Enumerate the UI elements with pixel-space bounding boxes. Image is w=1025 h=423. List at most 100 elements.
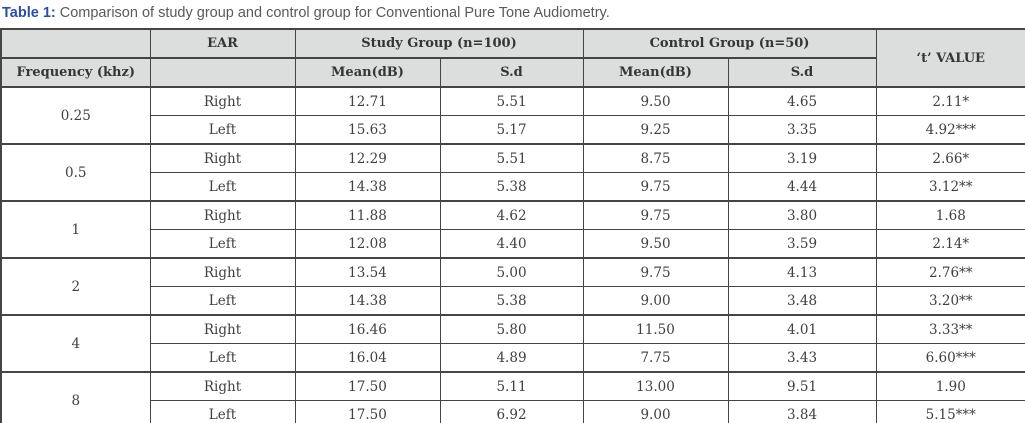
table-row: Left 15.63 5.17 9.25 3.35 4.92*** (1, 115, 1025, 145)
study-mean-cell: 12.08 (294, 229, 441, 259)
control-sd-cell: 4.65 (727, 86, 877, 116)
study-mean-cell: 14.38 (294, 286, 441, 316)
ear-cell: Right (149, 371, 296, 401)
ear-cell: Right (149, 314, 296, 344)
study-mean-cell: 16.04 (294, 343, 441, 373)
t-value-cell: 2.11* (875, 86, 1025, 116)
header-study-group: Study Group (n=100) (294, 28, 584, 59)
header-study-sd: S.d (439, 57, 584, 88)
study-mean-cell: 14.38 (294, 172, 441, 202)
control-mean-cell: 9.00 (582, 400, 729, 423)
table-caption-text: Comparison of study group and control gr… (59, 5, 610, 21)
header-t-value: ‘t’ VALUE (875, 28, 1025, 88)
header-frequency: Frequency (khz) (0, 57, 151, 88)
control-mean-cell: 9.50 (582, 86, 729, 116)
t-value-cell: 2.14* (875, 229, 1025, 259)
t-value-cell: 5.15*** (875, 400, 1025, 423)
header-empty-cell (0, 28, 151, 59)
study-mean-cell: 17.50 (294, 371, 441, 401)
study-sd-cell: 5.00 (439, 257, 584, 287)
table-row: 4 Right 16.46 5.80 11.50 4.01 3.33** (0, 314, 1025, 373)
study-mean-cell: 15.63 (294, 115, 441, 145)
table-row: 0.5 Right 12.29 5.51 8.75 3.19 2.66* (0, 143, 1025, 202)
control-mean-cell: 7.75 (582, 343, 729, 373)
control-sd-cell: 9.51 (727, 371, 877, 401)
table-row: 1 Right 11.88 4.62 9.75 3.80 1.68 (0, 200, 1025, 259)
table-row: Left 12.08 4.40 9.50 3.59 2.14* (1, 229, 1025, 259)
study-mean-cell: 16.46 (294, 314, 441, 344)
ear-cell: Right (149, 86, 296, 116)
control-mean-cell: 11.50 (582, 314, 729, 344)
control-sd-cell: 3.43 (727, 343, 877, 373)
control-sd-cell: 3.48 (727, 286, 877, 316)
t-value-cell: 3.20** (875, 286, 1025, 316)
header-empty-cell (149, 57, 296, 88)
control-sd-cell: 3.84 (727, 400, 877, 423)
audiometry-comparison-table: EAR Study Group (n=100) Control Group (n… (0, 28, 1025, 423)
header-row-top: EAR Study Group (n=100) Control Group (n… (0, 28, 1025, 88)
t-value-cell: 6.60*** (875, 343, 1025, 373)
ear-cell: Right (149, 200, 296, 230)
t-value-cell: 1.90 (875, 371, 1025, 401)
control-mean-cell: 9.50 (582, 229, 729, 259)
header-study-mean: Mean(dB) (294, 57, 441, 88)
ear-cell: Left (149, 115, 296, 145)
header-row-bottom: Frequency (khz) Mean(dB) S.d Mean(dB) S.… (0, 57, 1025, 88)
study-mean-cell: 12.29 (294, 143, 441, 173)
header-control-mean: Mean(dB) (582, 57, 729, 88)
study-sd-cell: 4.40 (439, 229, 584, 259)
study-sd-cell: 4.89 (439, 343, 584, 373)
study-sd-cell: 5.11 (439, 371, 584, 401)
ear-cell: Left (149, 229, 296, 259)
control-mean-cell: 8.75 (582, 143, 729, 173)
t-value-cell: 4.92*** (875, 115, 1025, 145)
study-sd-cell: 6.92 (439, 400, 584, 423)
control-sd-cell: 3.80 (727, 200, 877, 230)
t-value-cell: 1.68 (875, 200, 1025, 230)
control-sd-cell: 3.35 (727, 115, 877, 145)
study-sd-cell: 5.80 (439, 314, 584, 344)
ear-cell: Left (149, 286, 296, 316)
table-row: Left 16.04 4.89 7.75 3.43 6.60*** (1, 343, 1025, 373)
frequency-cell: 8 (0, 371, 151, 423)
header-control-sd: S.d (727, 57, 877, 88)
control-mean-cell: 9.75 (582, 172, 729, 202)
control-mean-cell: 9.25 (582, 115, 729, 145)
ear-cell: Left (149, 172, 296, 202)
frequency-cell: 0.25 (0, 86, 151, 145)
control-mean-cell: 9.00 (582, 286, 729, 316)
control-sd-cell: 4.13 (727, 257, 877, 287)
table-row: Left 14.38 5.38 9.00 3.48 3.20** (1, 286, 1025, 316)
header-ear: EAR (149, 28, 296, 59)
study-sd-cell: 5.17 (439, 115, 584, 145)
control-sd-cell: 4.44 (727, 172, 877, 202)
control-sd-cell: 3.19 (727, 143, 877, 173)
t-value-cell: 3.33** (875, 314, 1025, 344)
header-control-group: Control Group (n=50) (582, 28, 877, 59)
study-mean-cell: 17.50 (294, 400, 441, 423)
control-mean-cell: 13.00 (582, 371, 729, 401)
control-mean-cell: 9.75 (582, 257, 729, 287)
study-mean-cell: 12.71 (294, 86, 441, 116)
table-row: Left 14.38 5.38 9.75 4.44 3.12** (1, 172, 1025, 202)
table-caption: Table 1: Comparison of study group and c… (0, 0, 1025, 28)
table-row: 0.25 Right 12.71 5.51 9.50 4.65 2.11* (0, 86, 1025, 145)
table-row: 2 Right 13.54 5.00 9.75 4.13 2.76** (0, 257, 1025, 316)
study-mean-cell: 13.54 (294, 257, 441, 287)
control-sd-cell: 3.59 (727, 229, 877, 259)
control-sd-cell: 4.01 (727, 314, 877, 344)
frequency-cell: 4 (0, 314, 151, 373)
ear-cell: Right (149, 257, 296, 287)
t-value-cell: 2.66* (875, 143, 1025, 173)
study-sd-cell: 5.51 (439, 143, 584, 173)
t-value-cell: 2.76** (875, 257, 1025, 287)
table-row: Left 17.50 6.92 9.00 3.84 5.15*** (1, 400, 1025, 423)
control-mean-cell: 9.75 (582, 200, 729, 230)
ear-cell: Left (149, 343, 296, 373)
study-sd-cell: 4.62 (439, 200, 584, 230)
ear-cell: Left (149, 400, 296, 423)
study-sd-cell: 5.51 (439, 86, 584, 116)
table-row: 8 Right 17.50 5.11 13.00 9.51 1.90 (0, 371, 1025, 423)
ear-cell: Right (149, 143, 296, 173)
